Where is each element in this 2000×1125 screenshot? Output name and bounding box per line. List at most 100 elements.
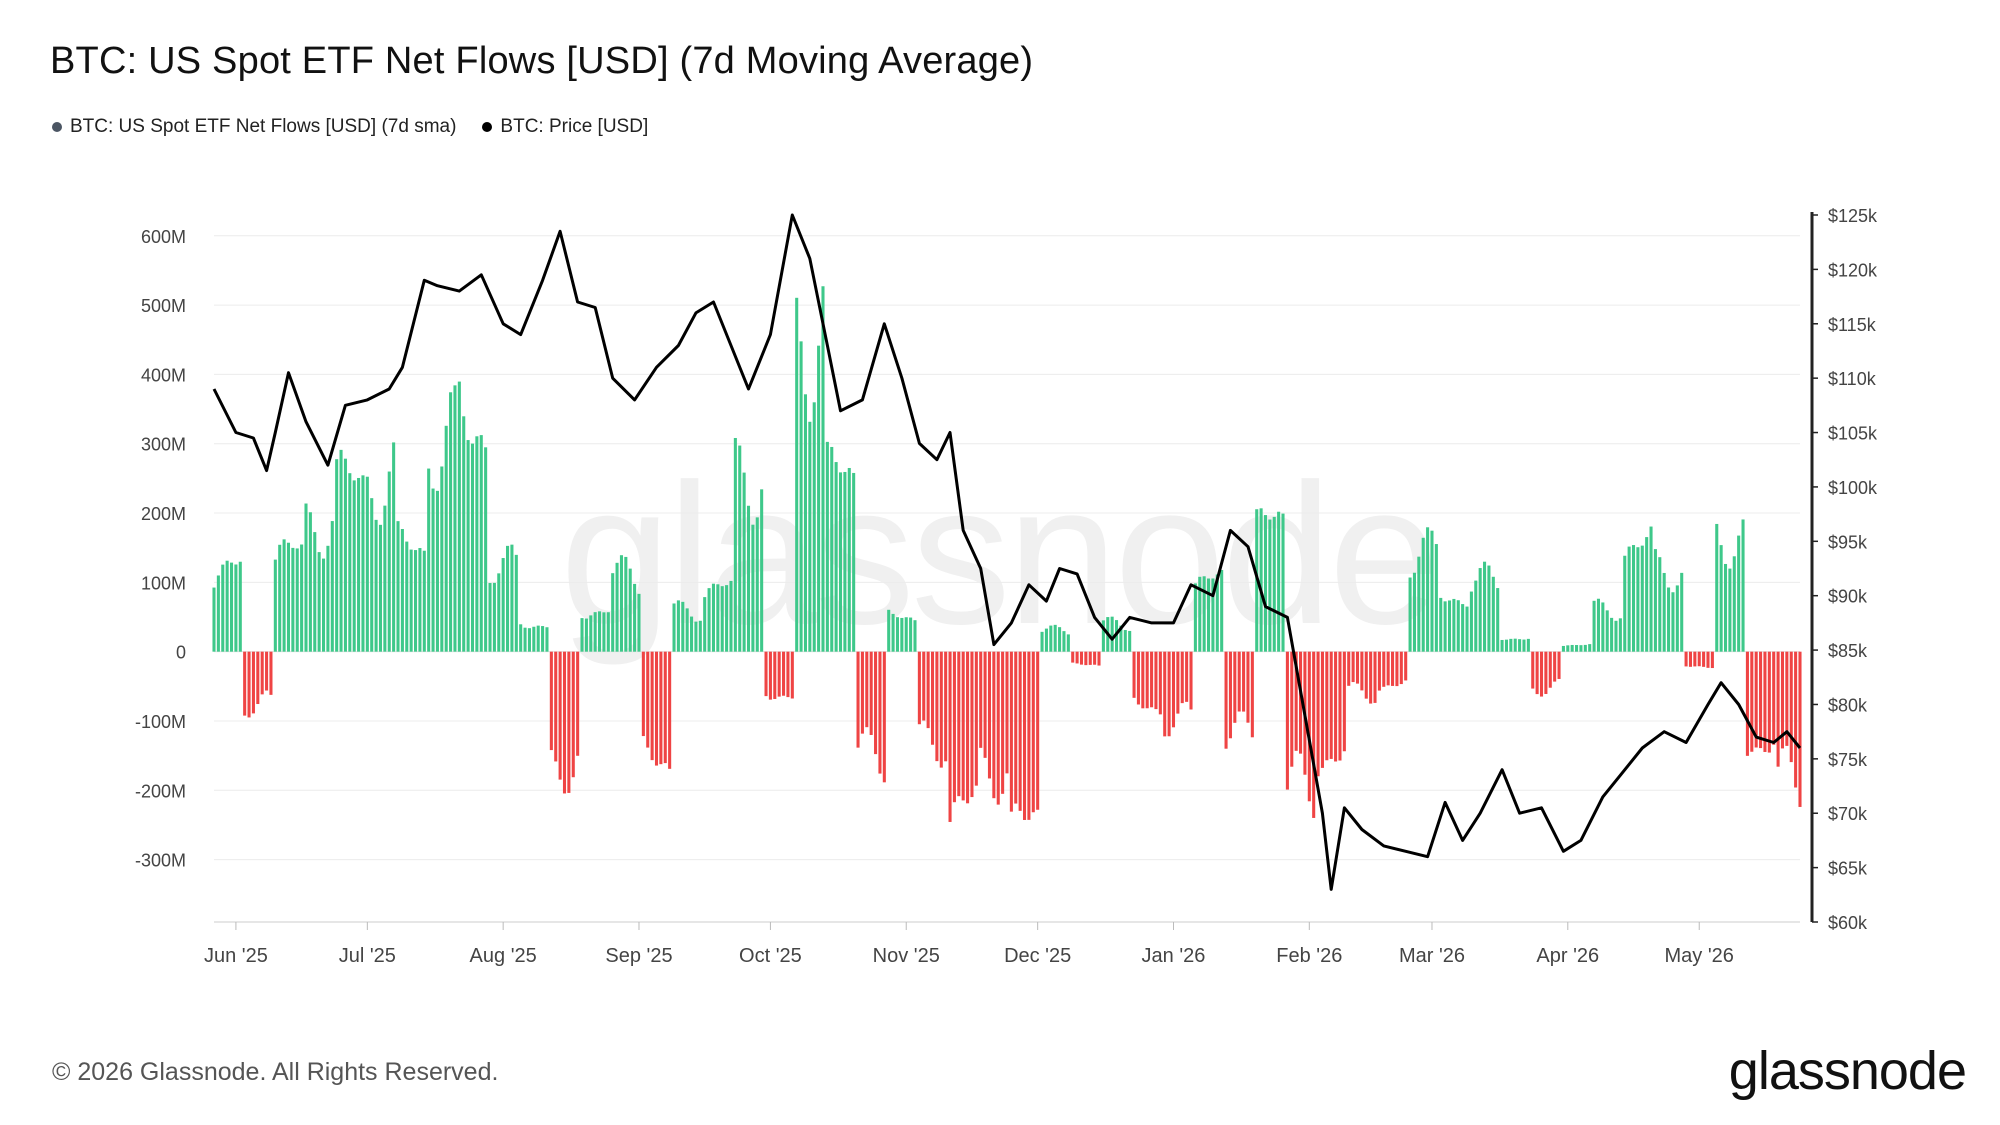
flow-bar [1452, 598, 1456, 652]
flow-bar [1583, 644, 1587, 652]
flow-bar [1789, 651, 1793, 763]
flow-bar [764, 651, 768, 697]
flow-bar [838, 472, 843, 652]
chart-title: BTC: US Spot ETF Net Flows [USD] (7d Mov… [50, 40, 1034, 82]
flow-bar [527, 628, 531, 652]
flow-bar [1312, 651, 1316, 818]
flow-bar [1684, 651, 1688, 667]
flow-bar [694, 621, 698, 652]
y-right-tick-label: $125k [1828, 206, 1878, 226]
x-tick-label: Jan '26 [1142, 945, 1206, 967]
flow-bar [685, 608, 689, 652]
flow-bar [1504, 639, 1508, 652]
flow-bar [321, 558, 326, 652]
flow-bar [1259, 508, 1263, 652]
flow-bar [1079, 651, 1084, 665]
flow-bar [1478, 568, 1482, 652]
flow-bar [1053, 624, 1057, 652]
flow-bar [646, 651, 650, 748]
x-tick-label: Jun '25 [204, 945, 268, 967]
flow-bar [1526, 638, 1530, 652]
flow-bar [1566, 645, 1570, 652]
flow-bar [405, 541, 409, 652]
flow-bar [628, 568, 632, 652]
flow-bar [374, 519, 378, 652]
flow-bar [746, 505, 751, 652]
flow-bar [790, 651, 794, 699]
flow-bar [1754, 651, 1758, 748]
flow-bar [1233, 651, 1237, 723]
flow-bar [698, 620, 702, 652]
flow-bar [1180, 651, 1184, 704]
flow-bar [247, 651, 251, 718]
flow-bar [817, 345, 821, 652]
flow-bar [427, 468, 431, 652]
flow-bar [475, 436, 479, 652]
flow-bar [1009, 651, 1013, 812]
flow-bar [422, 550, 426, 652]
flow-bar [1272, 516, 1276, 652]
flow-bar [834, 462, 838, 652]
flow-bar [1640, 545, 1644, 652]
flow-bar [1500, 639, 1504, 652]
flow-bar [1715, 523, 1719, 652]
flow-bar [751, 524, 755, 652]
flow-bar [295, 548, 299, 652]
flow-bar [1737, 535, 1741, 652]
flow-bar [470, 443, 475, 652]
y-right-tick-label: $70k [1828, 804, 1868, 824]
x-tick-label: Aug '25 [470, 945, 537, 967]
flow-bar [878, 651, 882, 774]
flow-bar [1561, 645, 1565, 652]
price-line [212, 213, 1802, 891]
flow-bar [1776, 651, 1780, 767]
flow-bar [1097, 651, 1101, 666]
flow-bar [1426, 527, 1430, 652]
flow-bar [1202, 576, 1206, 652]
flow-bar [1798, 651, 1802, 807]
flow-bar [1211, 578, 1215, 652]
y-right-tick-label: $90k [1828, 587, 1868, 607]
flow-bar [378, 524, 383, 652]
flow-bar [681, 601, 685, 652]
flow-bar [935, 651, 939, 762]
flow-bar [1417, 556, 1421, 652]
flow-bar [1110, 616, 1114, 652]
flow-bar [1474, 580, 1478, 652]
flow-bar [948, 651, 952, 822]
legend-item-flows[interactable]: BTC: US Spot ETF Net Flows [USD] (7d sma… [52, 116, 456, 138]
flow-bar [720, 586, 724, 652]
flow-bar [1290, 651, 1294, 767]
flow-bar [514, 554, 518, 652]
flow-bar [1623, 555, 1627, 652]
flow-bar [926, 651, 930, 729]
flow-bar [795, 297, 799, 652]
flow-bar [523, 627, 527, 652]
flow-bar [768, 651, 772, 700]
flow-bar [352, 480, 356, 652]
flow-bar [1242, 651, 1246, 712]
flow-bar [1610, 617, 1614, 652]
flow-bar [282, 539, 286, 652]
flow-bar [1040, 631, 1044, 652]
flow-bar [1158, 651, 1162, 715]
y-right-tick-label: $80k [1828, 695, 1868, 715]
flow-bar [1044, 628, 1048, 652]
flow-bar [1653, 549, 1657, 652]
flow-bar [1491, 576, 1495, 652]
x-tick-label: May '26 [1665, 945, 1734, 967]
flow-bar [1456, 600, 1460, 652]
x-tick-label: Dec '25 [1004, 945, 1071, 967]
watermark-text: glassnode [560, 443, 1440, 666]
flow-bar [1434, 544, 1438, 652]
flow-bar [633, 583, 637, 652]
x-tick-label: Oct '25 [739, 945, 802, 967]
flow-bar [589, 615, 593, 652]
flow-bar [365, 476, 369, 652]
legend-item-price[interactable]: BTC: Price [USD] [482, 116, 648, 138]
flow-bar [1570, 644, 1574, 652]
price-series [212, 213, 1802, 891]
y-left-tick-label: 200M [141, 504, 186, 524]
flow-bar [1522, 639, 1526, 652]
flow-bar [716, 584, 720, 652]
